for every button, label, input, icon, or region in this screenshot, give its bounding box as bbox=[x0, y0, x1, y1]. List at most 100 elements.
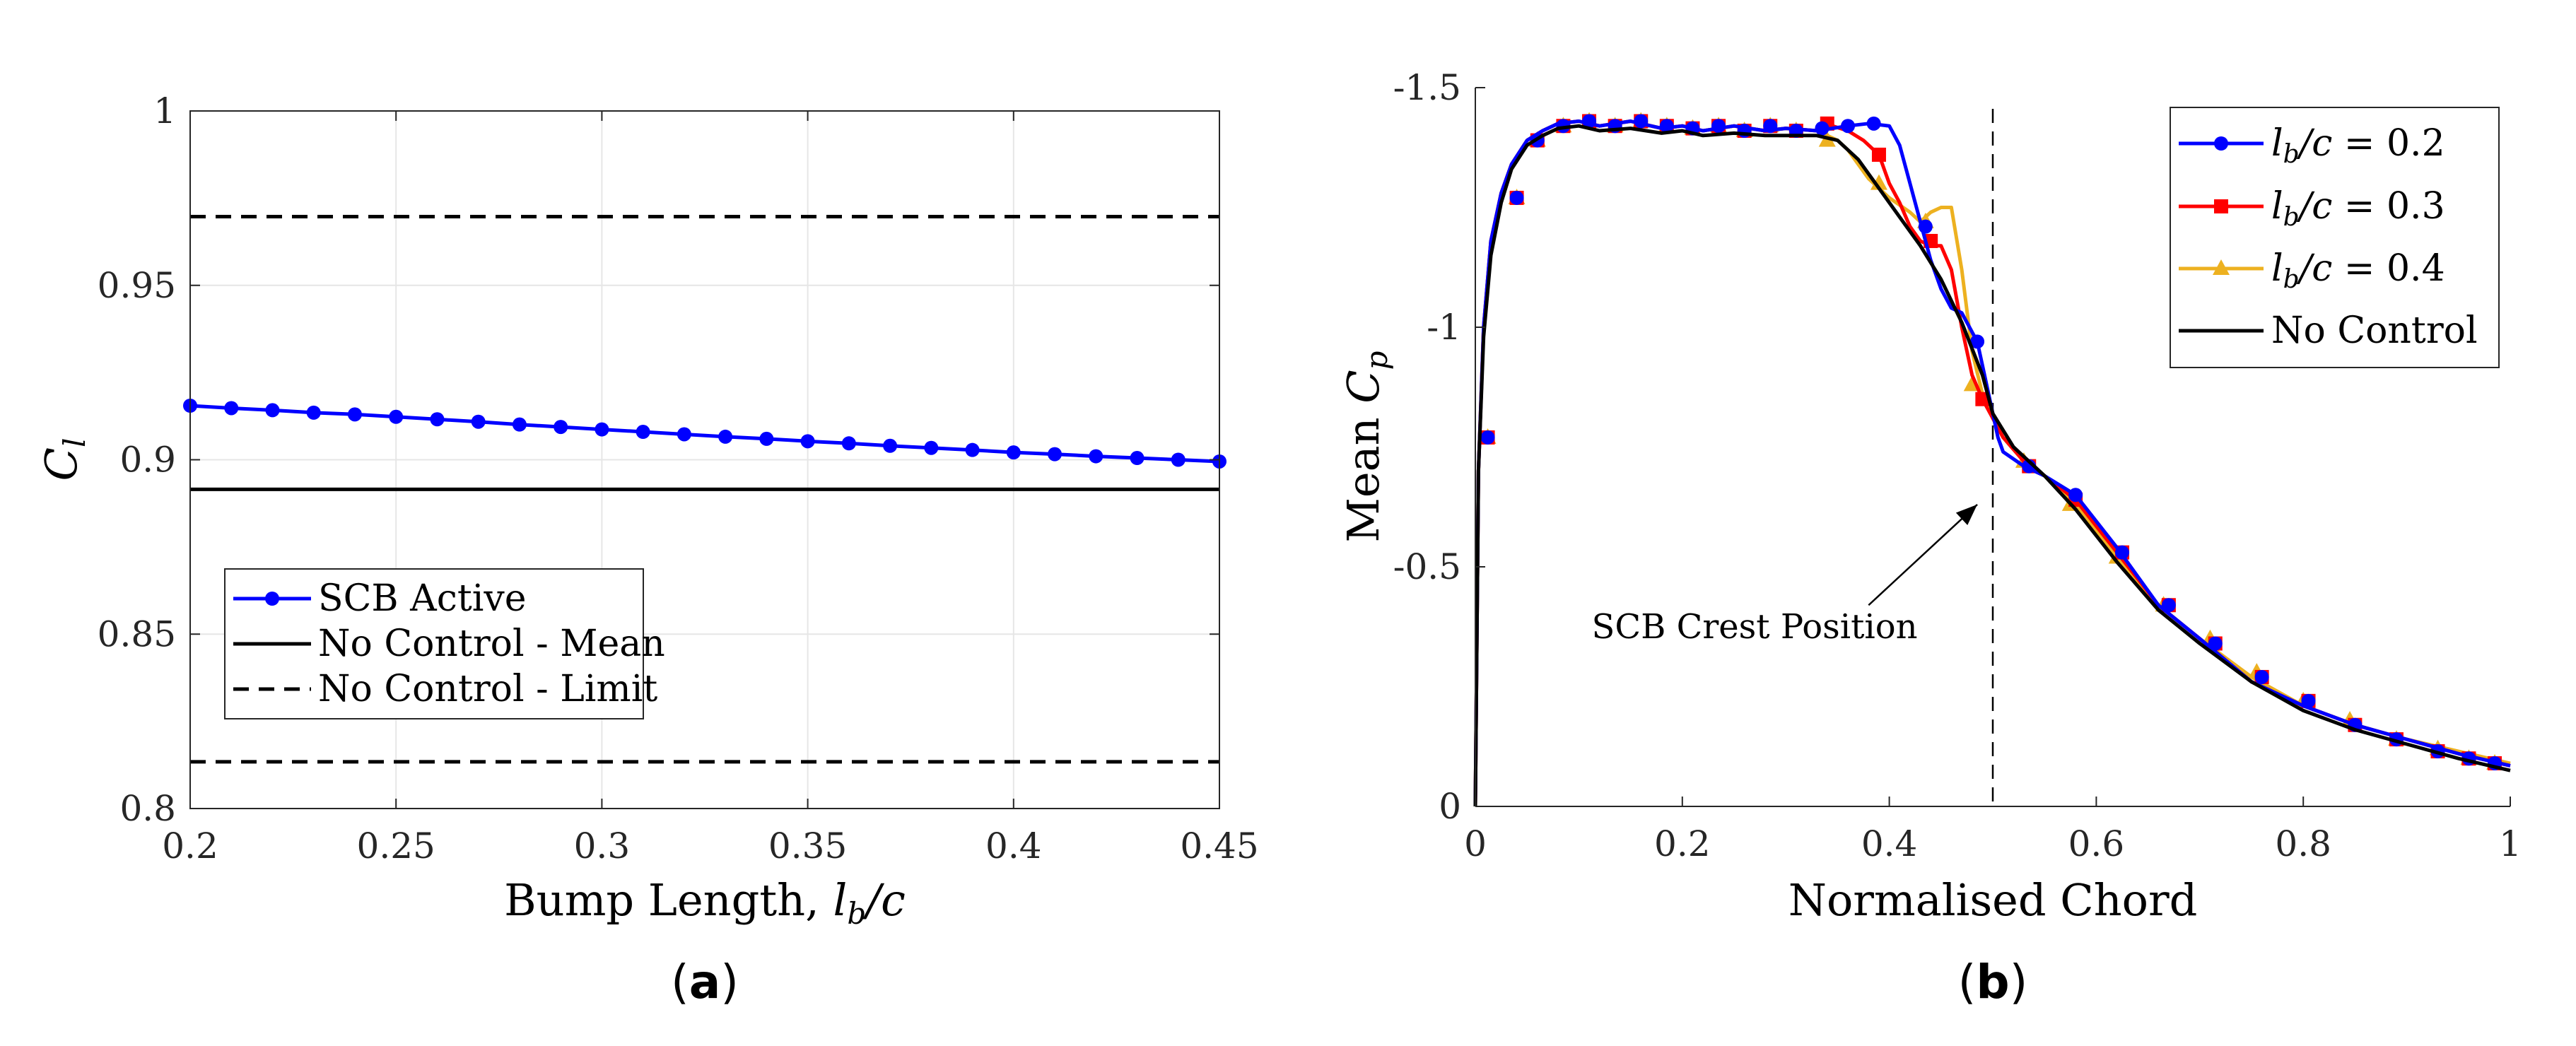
data-point-lb-0-4 bbox=[1870, 174, 1887, 190]
data-point-scb-active bbox=[347, 407, 362, 422]
data-point-scb-active bbox=[265, 403, 280, 418]
panel-b: 0 0.2 0.4 0.6 0.8 1 0 -0.5 -1 -1.5 Normalised Cho… bbox=[1337, 67, 2522, 1009]
data-point-scb-active bbox=[430, 412, 445, 427]
data-point-lb-0-2 bbox=[1711, 119, 1726, 134]
data-point-lb-0-2 bbox=[2068, 488, 2083, 503]
data-point-scb-active bbox=[595, 422, 609, 437]
y-tick-label: -1 bbox=[1427, 307, 1461, 348]
data-point-scb-active bbox=[1171, 452, 1185, 467]
data-point-lb-0-2 bbox=[1918, 219, 1933, 234]
x-tick-label: 0.45 bbox=[1180, 825, 1258, 866]
legend-entry-lb-0-4: lb/c = 0.4 bbox=[2179, 247, 2445, 294]
data-point-scb-active bbox=[883, 438, 898, 453]
data-point-scb-active bbox=[1089, 449, 1103, 464]
x-tick-label: 0.35 bbox=[768, 825, 847, 866]
legend-entry-lb-0-2: lb/c = 0.2 bbox=[2179, 122, 2445, 169]
panel-a-data bbox=[183, 215, 1226, 764]
panel-b-legend: lb/c = 0.2 lb/c = 0.3 lb/c = 0.4 No Cont… bbox=[2170, 107, 2500, 368]
legend-label-no-control-limit: No Control - Limit bbox=[318, 668, 657, 710]
y-tick-label: 0.85 bbox=[98, 613, 176, 654]
legend-marker-square bbox=[2214, 199, 2228, 213]
y-tick-label: 0.8 bbox=[119, 788, 176, 829]
panel-b-xlabel: Normalised Chord bbox=[1788, 874, 2198, 926]
data-point-scb-active bbox=[841, 436, 856, 451]
panel-a-legend: SCB Active No Control - Mean No Control … bbox=[224, 568, 665, 719]
data-point-scb-active bbox=[965, 442, 980, 457]
legend-marker-circle bbox=[2214, 136, 2228, 151]
data-point-scb-active bbox=[1130, 451, 1144, 466]
data-point-scb-active bbox=[471, 414, 486, 429]
legend-entry-scb-active: SCB Active bbox=[233, 577, 527, 620]
data-point-scb-active bbox=[1048, 447, 1062, 462]
x-tick-label: 0.4 bbox=[1861, 823, 1918, 864]
x-tick-label: 0.3 bbox=[574, 825, 631, 866]
data-point-lb-0-2 bbox=[2301, 693, 2316, 708]
y-tick-label: 0.9 bbox=[119, 440, 176, 481]
legend-label-lb-0-4: lb/c = 0.4 bbox=[2271, 247, 2445, 294]
legend-label-scb-active: SCB Active bbox=[318, 577, 527, 620]
panel-a-ylabel: Cl bbox=[35, 438, 92, 481]
legend-label-no-control: No Control bbox=[2271, 310, 2478, 352]
legend-entry-no-control-mean: No Control - Mean bbox=[233, 623, 665, 665]
data-point-scb-active bbox=[306, 405, 321, 420]
legend-marker-triangle bbox=[2213, 259, 2230, 275]
x-tick-label: 0.4 bbox=[985, 825, 1042, 866]
panel-a: 0.2 0.25 0.3 0.35 0.4 0.45 0.8 0.85 0.9 0.95 1 Bum… bbox=[35, 90, 1259, 1009]
data-point-scb-active bbox=[1006, 445, 1021, 460]
data-point-lb-0-2 bbox=[1509, 190, 1524, 205]
legend-entry-no-control-limit: No Control - Limit bbox=[233, 668, 657, 710]
panel-a-ticks: 0.2 0.25 0.3 0.35 0.4 0.45 0.8 0.85 0.9 0.95 1 bbox=[98, 90, 1259, 866]
series-no-control bbox=[1473, 124, 2511, 807]
panel-b-ticks: 0 0.2 0.4 0.6 0.8 1 0 -0.5 -1 -1.5 bbox=[1393, 67, 2522, 864]
scb-crest-label: SCB Crest Position bbox=[1591, 607, 1917, 647]
data-point-lb-0-2 bbox=[1634, 114, 1649, 129]
y-tick-label: 0 bbox=[1439, 786, 1461, 827]
x-tick-label: 0.6 bbox=[2068, 823, 2125, 864]
data-point-lb-0-2 bbox=[1480, 430, 1495, 445]
data-point-scb-active bbox=[718, 429, 733, 444]
panel-b-legend-box bbox=[2170, 107, 2500, 368]
data-point-lb-0-2 bbox=[1841, 119, 1856, 134]
legend-marker-circle bbox=[265, 592, 279, 606]
x-tick-label: 0 bbox=[1464, 823, 1487, 864]
data-point-scb-active bbox=[512, 417, 527, 432]
data-point-lb-0-2 bbox=[1659, 119, 1674, 134]
legend-entry-lb-0-3: lb/c = 0.3 bbox=[2179, 185, 2445, 232]
data-point-lb-0-3 bbox=[1975, 392, 1990, 406]
scb-crest-annotation: SCB Crest Position bbox=[1591, 607, 1917, 647]
x-tick-label: 1 bbox=[2499, 823, 2522, 864]
data-point-scb-active bbox=[389, 409, 404, 424]
data-point-lb-0-2 bbox=[1970, 334, 1985, 349]
data-point-lb-0-2 bbox=[2208, 636, 2223, 651]
x-tick-label: 0.2 bbox=[1654, 823, 1711, 864]
y-tick-label: 1 bbox=[153, 90, 176, 131]
data-point-lb-0-2 bbox=[1763, 119, 1778, 134]
x-tick-label: 0.8 bbox=[2275, 823, 2331, 864]
panel-a-sublabel: (a) bbox=[671, 955, 739, 1009]
data-point-scb-active bbox=[759, 431, 774, 446]
panel-b-sublabel: (b) bbox=[1958, 955, 2028, 1009]
data-point-lb-0-3 bbox=[1871, 147, 1886, 162]
legend-label-lb-0-3: lb/c = 0.3 bbox=[2271, 185, 2445, 232]
legend-label-no-control-mean: No Control - Mean bbox=[318, 623, 665, 665]
data-point-scb-active bbox=[636, 425, 650, 440]
legend-entry-no-control: No Control bbox=[2179, 310, 2478, 352]
data-point-lb-0-2 bbox=[1815, 121, 1829, 136]
data-point-lb-0-2 bbox=[2161, 598, 2176, 613]
y-tick-label: 0.95 bbox=[98, 265, 176, 306]
y-tick-label: -0.5 bbox=[1393, 546, 1461, 587]
panel-a-xlabel: Bump Length, lb/c bbox=[504, 874, 906, 931]
data-point-lb-0-2 bbox=[2254, 669, 2269, 684]
data-point-scb-active bbox=[924, 440, 939, 455]
legend-label-lb-0-2: lb/c = 0.2 bbox=[2271, 122, 2445, 169]
annotation-arrow-line bbox=[1868, 503, 1978, 606]
data-point-scb-active bbox=[800, 434, 815, 449]
data-point-lb-0-2 bbox=[2115, 545, 2129, 560]
data-point-scb-active bbox=[554, 420, 568, 435]
annotation-arrow-head bbox=[1955, 504, 1978, 526]
x-tick-label: 0.25 bbox=[357, 825, 435, 866]
y-tick-label: -1.5 bbox=[1393, 67, 1461, 108]
data-point-scb-active bbox=[224, 401, 239, 416]
data-point-lb-0-2 bbox=[1582, 114, 1597, 129]
